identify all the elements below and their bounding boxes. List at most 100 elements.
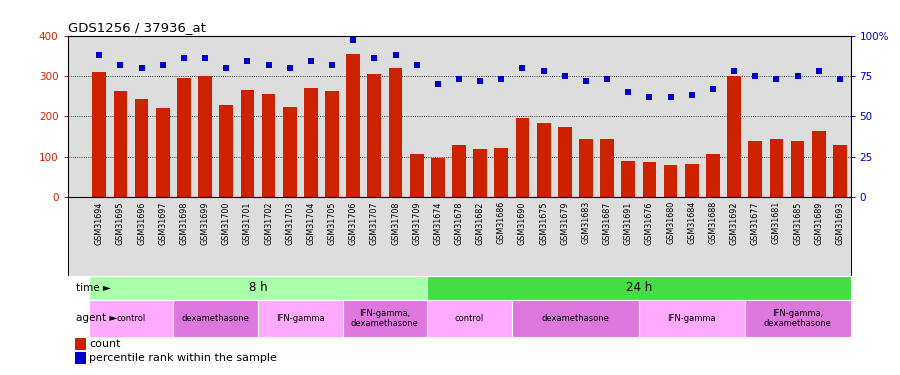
Bar <box>174 300 258 337</box>
Point <box>410 62 424 68</box>
Text: IFN-gamma,
dexamethasone: IFN-gamma, dexamethasone <box>764 309 832 328</box>
Text: 24 h: 24 h <box>626 281 652 294</box>
Point <box>261 62 275 68</box>
Bar <box>536 123 551 197</box>
Point <box>494 76 508 82</box>
Bar <box>791 141 805 197</box>
Text: GSM31690: GSM31690 <box>518 201 527 244</box>
Text: GSM31682: GSM31682 <box>476 201 485 244</box>
Text: GSM31704: GSM31704 <box>306 201 315 244</box>
Bar <box>76 352 86 364</box>
Text: GSM31689: GSM31689 <box>814 201 824 244</box>
Bar <box>304 88 318 197</box>
Bar <box>113 92 127 197</box>
Bar <box>346 54 360 197</box>
Point <box>176 55 191 61</box>
Bar <box>516 118 529 197</box>
Text: GSM31706: GSM31706 <box>348 201 357 244</box>
Point <box>325 62 339 68</box>
Text: IFN-gamma,
dexamethasone: IFN-gamma, dexamethasone <box>351 309 418 328</box>
Bar <box>770 140 783 197</box>
Text: GSM31699: GSM31699 <box>201 201 210 244</box>
Text: GSM31687: GSM31687 <box>603 201 612 244</box>
Text: count: count <box>89 339 121 349</box>
Point <box>156 62 170 68</box>
Bar <box>512 300 639 337</box>
Point <box>134 65 148 71</box>
Bar <box>89 276 428 300</box>
Bar <box>177 78 191 197</box>
Bar <box>258 300 343 337</box>
Point <box>706 86 720 92</box>
Text: GSM31693: GSM31693 <box>835 201 844 244</box>
Point <box>812 68 826 74</box>
Bar <box>135 99 148 197</box>
Bar <box>367 74 382 197</box>
Bar <box>343 300 427 337</box>
Text: control: control <box>116 314 146 323</box>
Text: time ►: time ► <box>76 283 111 293</box>
Bar <box>198 76 212 197</box>
Point <box>685 92 699 98</box>
Text: GSM31688: GSM31688 <box>708 201 717 244</box>
Bar <box>473 149 487 197</box>
Text: GSM31703: GSM31703 <box>285 201 294 244</box>
Text: percentile rank within the sample: percentile rank within the sample <box>89 353 277 363</box>
Bar <box>89 300 174 337</box>
Bar <box>621 161 635 197</box>
Bar <box>579 140 593 197</box>
Bar <box>431 158 445 197</box>
Text: GSM31709: GSM31709 <box>412 201 421 244</box>
Point <box>663 94 678 100</box>
Bar <box>600 140 614 197</box>
Text: GSM31679: GSM31679 <box>561 201 570 244</box>
Bar <box>428 300 512 337</box>
Bar <box>93 72 106 197</box>
Point <box>303 58 318 64</box>
Bar <box>428 276 850 300</box>
Bar <box>685 164 698 197</box>
Text: GSM31696: GSM31696 <box>137 201 146 244</box>
Text: GSM31686: GSM31686 <box>497 201 506 244</box>
Point <box>367 55 382 61</box>
Text: GSM31692: GSM31692 <box>730 201 739 244</box>
Bar <box>643 162 656 197</box>
Text: GDS1256 / 37936_at: GDS1256 / 37936_at <box>68 21 205 34</box>
Text: GSM31700: GSM31700 <box>221 201 230 244</box>
Point <box>198 55 212 61</box>
Text: GSM31701: GSM31701 <box>243 201 252 244</box>
Bar <box>452 145 466 197</box>
Bar <box>283 107 297 197</box>
Text: GSM31674: GSM31674 <box>433 201 442 244</box>
Text: GSM31694: GSM31694 <box>94 201 104 244</box>
Text: control: control <box>455 314 484 323</box>
Bar <box>812 130 825 197</box>
Point <box>452 76 466 82</box>
Text: GSM31705: GSM31705 <box>328 201 337 244</box>
Text: GSM31685: GSM31685 <box>793 201 802 244</box>
Bar <box>240 90 255 197</box>
Text: GSM31707: GSM31707 <box>370 201 379 244</box>
Bar <box>220 105 233 197</box>
Text: GSM31691: GSM31691 <box>624 201 633 244</box>
Bar <box>558 126 572 197</box>
Text: dexamethasone: dexamethasone <box>542 314 609 323</box>
Text: GSM31681: GSM31681 <box>772 201 781 244</box>
Bar <box>68 300 89 337</box>
Point <box>579 78 593 84</box>
Point <box>727 68 742 74</box>
Point <box>536 68 551 74</box>
Bar <box>744 300 850 337</box>
Bar <box>663 165 678 197</box>
Bar <box>325 90 339 197</box>
Bar <box>156 108 169 197</box>
Point <box>388 52 402 58</box>
Text: GSM31680: GSM31680 <box>666 201 675 244</box>
Text: GSM31676: GSM31676 <box>645 201 654 244</box>
Point <box>621 89 635 95</box>
Text: 8 h: 8 h <box>248 281 267 294</box>
Bar <box>749 141 762 197</box>
Point <box>240 58 255 64</box>
Bar <box>727 76 741 197</box>
Text: GSM31697: GSM31697 <box>158 201 167 244</box>
